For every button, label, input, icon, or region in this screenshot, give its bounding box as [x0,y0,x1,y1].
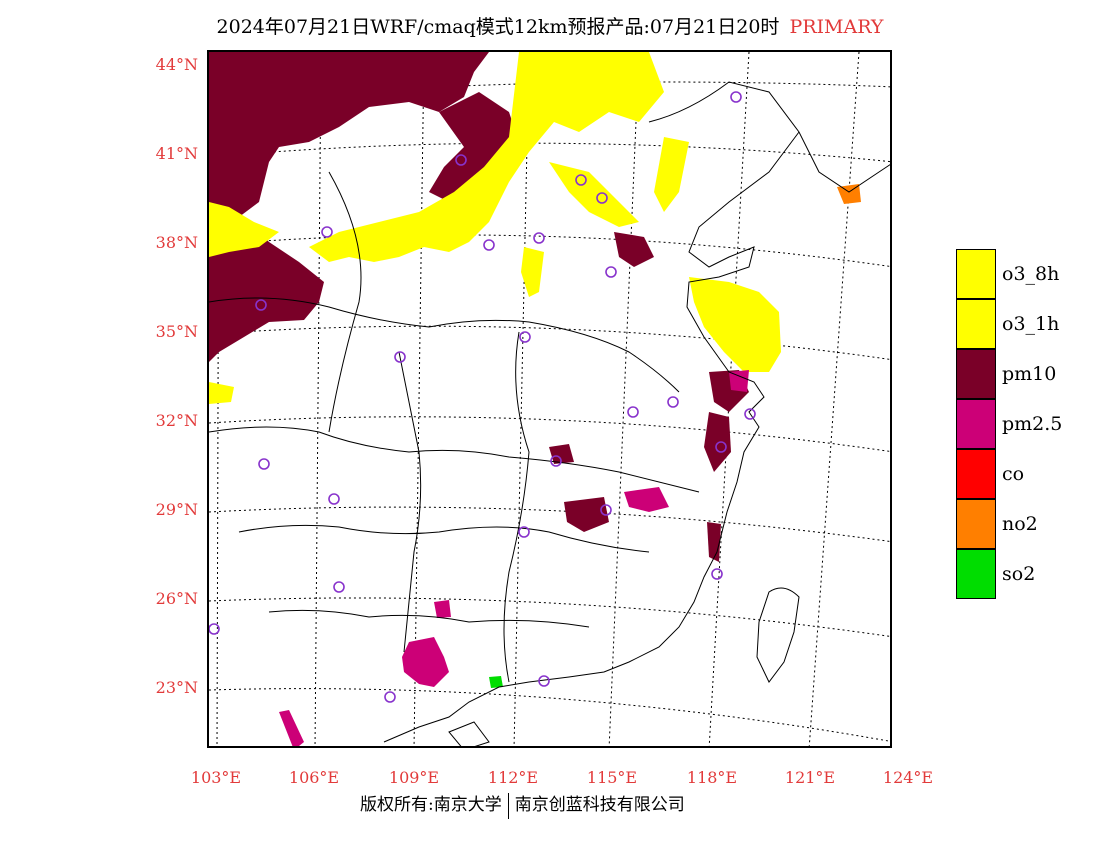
station-marker [667,396,679,408]
lat-label-23: 23°N [155,678,198,697]
o3-region-west [209,202,279,257]
station-marker [518,526,530,538]
pm25-patch-yunnan [279,710,304,746]
pm25-patch-jiangxi [624,487,669,512]
pm25-patch-guangxi [402,637,449,687]
legend-label: so2 [1002,563,1036,585]
pm10-patch-jiangxi [564,497,609,532]
legend-label: no2 [1002,513,1038,535]
o3-region-north [309,52,664,262]
lon-label-106: 106°E [288,768,340,787]
o3-region-shanxi [521,247,544,297]
station-marker [575,174,587,186]
legend-label: pm10 [1002,363,1057,385]
lat-label-44: 44°N [155,55,198,74]
pm10-patch-fujian [707,522,721,562]
legend-swatch [956,399,996,449]
o3-region-northeast [654,137,689,212]
station-marker [533,232,545,244]
legend-swatch [956,349,996,399]
station-marker [744,408,756,420]
pm10-region-northwest [209,52,489,217]
legend-swatch [956,499,996,549]
copyright-right: 南京创蓝科技有限公司 [514,795,685,815]
station-marker [550,455,562,467]
station-marker [209,623,220,635]
copyright-footer: 版权所有:南京大学 南京创蓝科技有限公司 [360,790,685,819]
legend-label: co [1002,463,1025,485]
lat-label-41: 41°N [155,144,198,163]
no2-patch-korea [837,184,861,204]
map-title: 2024年07月21日WRF/cmaq模式12km预报产品:07月21日20时 P… [0,12,1100,39]
lon-label-115: 115°E [586,768,638,787]
lat-label-29: 29°N [155,500,198,519]
station-marker [711,568,723,580]
legend-swatch [956,549,996,599]
lon-label-121: 121°E [784,768,836,787]
pm25-patch-guangdong-west [434,600,451,618]
legend-label: pm2.5 [1002,413,1063,435]
lat-label-26: 26°N [155,589,198,608]
title-main: 2024年07月21日WRF/cmaq模式12km预报产品:07月21日20时 [216,16,780,38]
station-marker [715,441,727,453]
lat-label-35: 35°N [155,322,198,341]
o3-region-sichuan-edge [209,382,234,404]
legend-label: o3_1h [1002,313,1060,335]
footer-divider [507,792,509,819]
o3-region-inner-mongolia [549,162,639,227]
pm10-patch-hebei [614,232,654,267]
station-marker [600,504,612,516]
lon-label-118: 118°E [686,768,738,787]
o3-region-shandong [689,277,781,372]
pm25-patch-shanghai [729,370,749,392]
station-marker [328,493,340,505]
forecast-map [207,50,892,748]
station-marker [596,192,608,204]
station-marker [538,675,550,687]
station-marker [258,458,270,470]
title-tag: PRIMARY [789,16,884,38]
lat-label-32: 32°N [155,411,198,430]
station-markers [209,91,756,703]
station-marker [605,266,617,278]
lat-label-38: 38°N [155,233,198,252]
legend-swatch [956,249,996,299]
pm10-region-west [209,217,324,362]
station-marker [730,91,742,103]
lon-label-112: 112°E [487,768,539,787]
station-marker [627,406,639,418]
station-marker [394,351,406,363]
station-marker [321,226,333,238]
station-marker [333,581,345,593]
station-marker [519,331,531,343]
lon-label-124: 124°E [882,768,934,787]
legend-label: o3_8h [1002,263,1060,285]
legend-swatch [956,449,996,499]
so2-patch-guangdong [489,676,503,688]
station-marker [455,154,467,166]
copyright-left: 版权所有:南京大学 [360,795,502,815]
graticule [209,52,890,746]
station-marker [483,239,495,251]
pm10-patch-hubei [549,444,574,464]
boundaries [209,81,890,746]
station-marker [384,691,396,703]
legend-swatch [956,299,996,349]
pm10-patch-anhui [704,412,731,472]
lon-label-103: 103°E [190,768,242,787]
station-marker [255,299,267,311]
pm10-region-north-central [429,92,519,202]
map-canvas [209,52,890,746]
lon-label-109: 109°E [388,768,440,787]
